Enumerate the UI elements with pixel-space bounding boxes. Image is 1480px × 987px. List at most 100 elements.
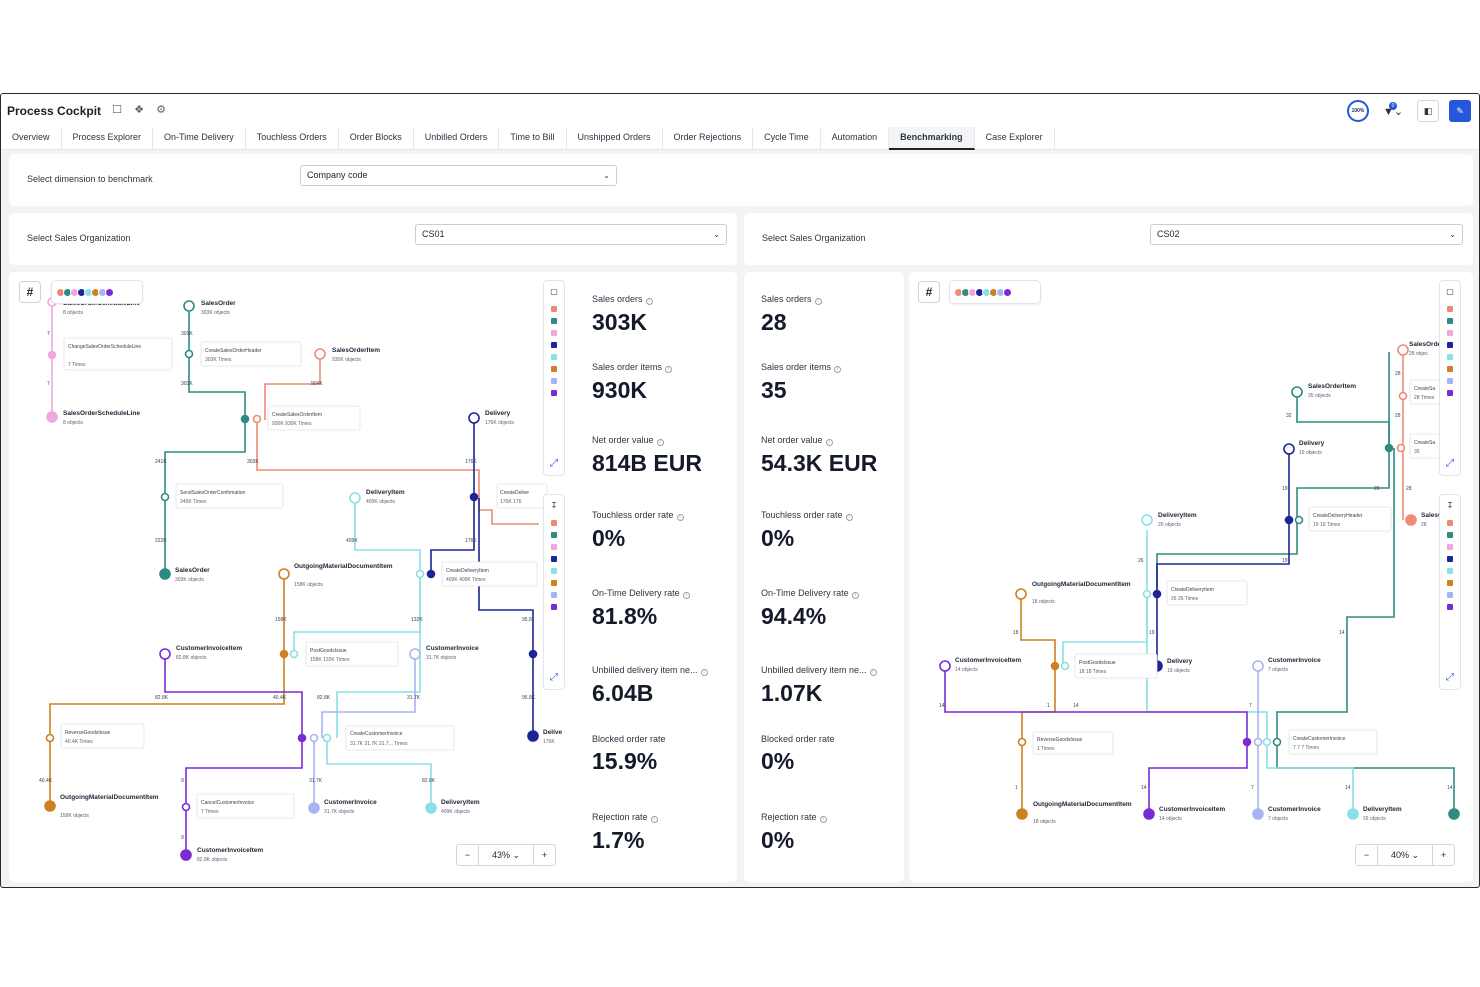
info-icon[interactable]: i xyxy=(814,298,822,305)
frame-icon[interactable]: ▢ xyxy=(550,287,558,296)
bookmark-icon[interactable]: ☐ xyxy=(112,104,122,116)
right-org-label: Select Sales Organization xyxy=(762,233,866,243)
hash-icon[interactable]: # xyxy=(918,281,940,303)
completeness-badge[interactable]: 100% xyxy=(1347,100,1369,122)
info-icon[interactable]: i xyxy=(845,514,853,521)
panel-icon[interactable]: ◧ xyxy=(1417,100,1439,122)
zoom-level-select[interactable]: 43% ⌄ xyxy=(491,850,521,860)
tab-benchmarking[interactable]: Benchmarking xyxy=(889,127,975,150)
gear-icon[interactable]: ⚙ xyxy=(156,104,166,116)
kpi-tile: Sales order items i 930K xyxy=(592,362,673,404)
tab-unshipped-orders[interactable]: Unshipped Orders xyxy=(567,127,663,150)
expand-icon[interactable]: ⤢ xyxy=(550,672,558,683)
svg-text:CreateSalesOrderItem: CreateSalesOrderItem xyxy=(272,412,322,418)
tab-time-to-bill[interactable]: Time to Bill xyxy=(499,127,567,150)
expand-icon[interactable]: ⤢ xyxy=(1446,458,1454,469)
info-icon[interactable]: i xyxy=(656,439,664,446)
svg-text:CustomerInvoice: CustomerInvoice xyxy=(324,799,377,806)
svg-text:7 7 7 Times: 7 7 7 Times xyxy=(1293,745,1319,751)
svg-text:SalesOrder: SalesOrder xyxy=(201,300,236,307)
info-icon[interactable]: i xyxy=(676,514,684,521)
tab-order-rejections[interactable]: Order Rejections xyxy=(663,127,754,150)
info-icon[interactable]: i xyxy=(851,592,859,599)
svg-text:82.8K: 82.8K xyxy=(422,778,436,784)
collapse-icon[interactable]: ↧ xyxy=(1446,501,1454,510)
tab-order-blocks[interactable]: Order Blocks xyxy=(339,127,414,150)
tab-touchless-orders[interactable]: Touchless Orders xyxy=(246,127,339,150)
kpi-tile: Sales orders i 28 xyxy=(761,294,822,336)
info-icon[interactable]: i xyxy=(682,592,690,599)
svg-text:Delivery: Delivery xyxy=(1167,658,1193,665)
svg-text:14 objects: 14 objects xyxy=(955,667,978,673)
kpi-value: 15.9% xyxy=(592,748,658,774)
svg-text:176K: 176K xyxy=(543,739,555,745)
svg-text:28 Times: 28 Times xyxy=(1414,395,1435,401)
kpi-tile: Sales orders i 303K xyxy=(592,294,653,336)
tab-process-explorer[interactable]: Process Explorer xyxy=(62,127,154,150)
zoom-level-select[interactable]: 40% ⌄ xyxy=(1390,850,1420,860)
left-process-graph[interactable]: SalesOrderScheduleLine 8 objects SalesOr… xyxy=(9,272,574,882)
kpi-label: On-Time Delivery rate i xyxy=(761,588,859,599)
svg-text:CustomerInvoiceItem: CustomerInvoiceItem xyxy=(955,657,1021,664)
pencil-icon[interactable]: ✎ xyxy=(1449,100,1471,122)
info-icon[interactable]: i xyxy=(650,816,658,823)
app-title: Process Cockpit xyxy=(7,104,102,118)
collapse-icon[interactable]: ↧ xyxy=(550,501,558,510)
expand-icon[interactable]: ⤢ xyxy=(1446,672,1454,683)
svg-text:SendSalesOrderConfirmation: SendSalesOrderConfirmation xyxy=(180,490,246,496)
kpi-value: 814B EUR xyxy=(592,450,702,476)
frame-icon[interactable]: ▢ xyxy=(1446,287,1454,296)
svg-text:158K: 158K xyxy=(275,617,287,623)
svg-text:DeliveryItem: DeliveryItem xyxy=(1363,806,1402,813)
svg-text:14: 14 xyxy=(1345,785,1351,791)
info-icon[interactable]: i xyxy=(825,439,833,446)
left-org-select[interactable]: CS01 ⌄ xyxy=(415,224,727,245)
expand-icon[interactable]: ⤢ xyxy=(550,458,558,469)
zoom-in-button[interactable]: + xyxy=(533,845,555,865)
hash-icon[interactable]: # xyxy=(19,281,41,303)
svg-text:CustomerInvoice: CustomerInvoice xyxy=(426,645,479,652)
object-type-legend[interactable] xyxy=(51,280,143,304)
svg-text:303K objects: 303K objects xyxy=(201,310,230,316)
info-icon[interactable]: i xyxy=(869,669,877,676)
zoom-out-button[interactable]: − xyxy=(457,845,479,865)
object-filter-toolbar-top[interactable]: ▢ ⤢ xyxy=(1439,280,1461,476)
svg-text:176K: 176K xyxy=(465,459,477,465)
svg-text:DeliveryItem: DeliveryItem xyxy=(441,799,480,806)
tab-unbilled-orders[interactable]: Unbilled Orders xyxy=(414,127,500,150)
info-icon[interactable]: i xyxy=(700,669,708,676)
info-icon[interactable]: i xyxy=(665,366,673,373)
svg-text:904K: 904K xyxy=(311,381,323,387)
object-filter-toolbar-bottom[interactable]: ↧ ⤢ xyxy=(1439,494,1461,690)
share-icon[interactable]: ❖ xyxy=(134,104,144,116)
zoom-out-button[interactable]: − xyxy=(1356,845,1378,865)
object-filter-toolbar-top[interactable]: ▢ ⤢ xyxy=(543,280,565,476)
object-filter-toolbar-bottom[interactable]: ↧ ⤢ xyxy=(543,494,565,690)
right-org-select[interactable]: CS02 ⌄ xyxy=(1150,224,1463,245)
info-icon[interactable]: i xyxy=(819,816,827,823)
chevron-down-icon: ⌄ xyxy=(1449,230,1456,239)
svg-text:DeliveryItem: DeliveryItem xyxy=(1158,512,1197,519)
right-process-graph[interactable]: SalesOrde 28 objec SalesOrderItem 35 obj… xyxy=(909,272,1473,882)
tab-automation[interactable]: Automation xyxy=(821,127,890,150)
left-graph-svg: SalesOrderScheduleLine 8 objects SalesOr… xyxy=(39,297,563,863)
svg-text:82.8K: 82.8K xyxy=(155,695,169,701)
info-icon[interactable]: i xyxy=(834,366,842,373)
app-window: Process Cockpit ☐ ❖ ⚙ Overview Process Ex… xyxy=(0,93,1480,888)
kpi-tile: Net order value i 54.3K EUR xyxy=(761,435,877,477)
zoom-in-button[interactable]: + xyxy=(1432,845,1454,865)
svg-text:CancelCustomerInvoice: CancelCustomerInvoice xyxy=(201,800,254,806)
dimension-select[interactable]: Company code ⌄ xyxy=(300,165,617,186)
tab-overview[interactable]: Overview xyxy=(1,127,62,150)
filter-icon[interactable]: ▼⌄ 0 xyxy=(1382,101,1404,118)
svg-text:31.7K objects: 31.7K objects xyxy=(426,655,457,661)
object-type-legend[interactable] xyxy=(949,280,1041,304)
tab-cycle-time[interactable]: Cycle Time xyxy=(753,127,821,150)
info-icon[interactable]: i xyxy=(645,298,653,305)
tab-on-time-delivery[interactable]: On-Time Delivery xyxy=(153,127,246,150)
svg-text:7: 7 xyxy=(47,381,50,387)
title-actions: ☐ ❖ ⚙ xyxy=(111,103,167,117)
svg-text:19: 19 xyxy=(1282,486,1288,492)
tab-case-explorer[interactable]: Case Explorer xyxy=(975,127,1055,150)
svg-text:26: 26 xyxy=(1374,486,1380,492)
